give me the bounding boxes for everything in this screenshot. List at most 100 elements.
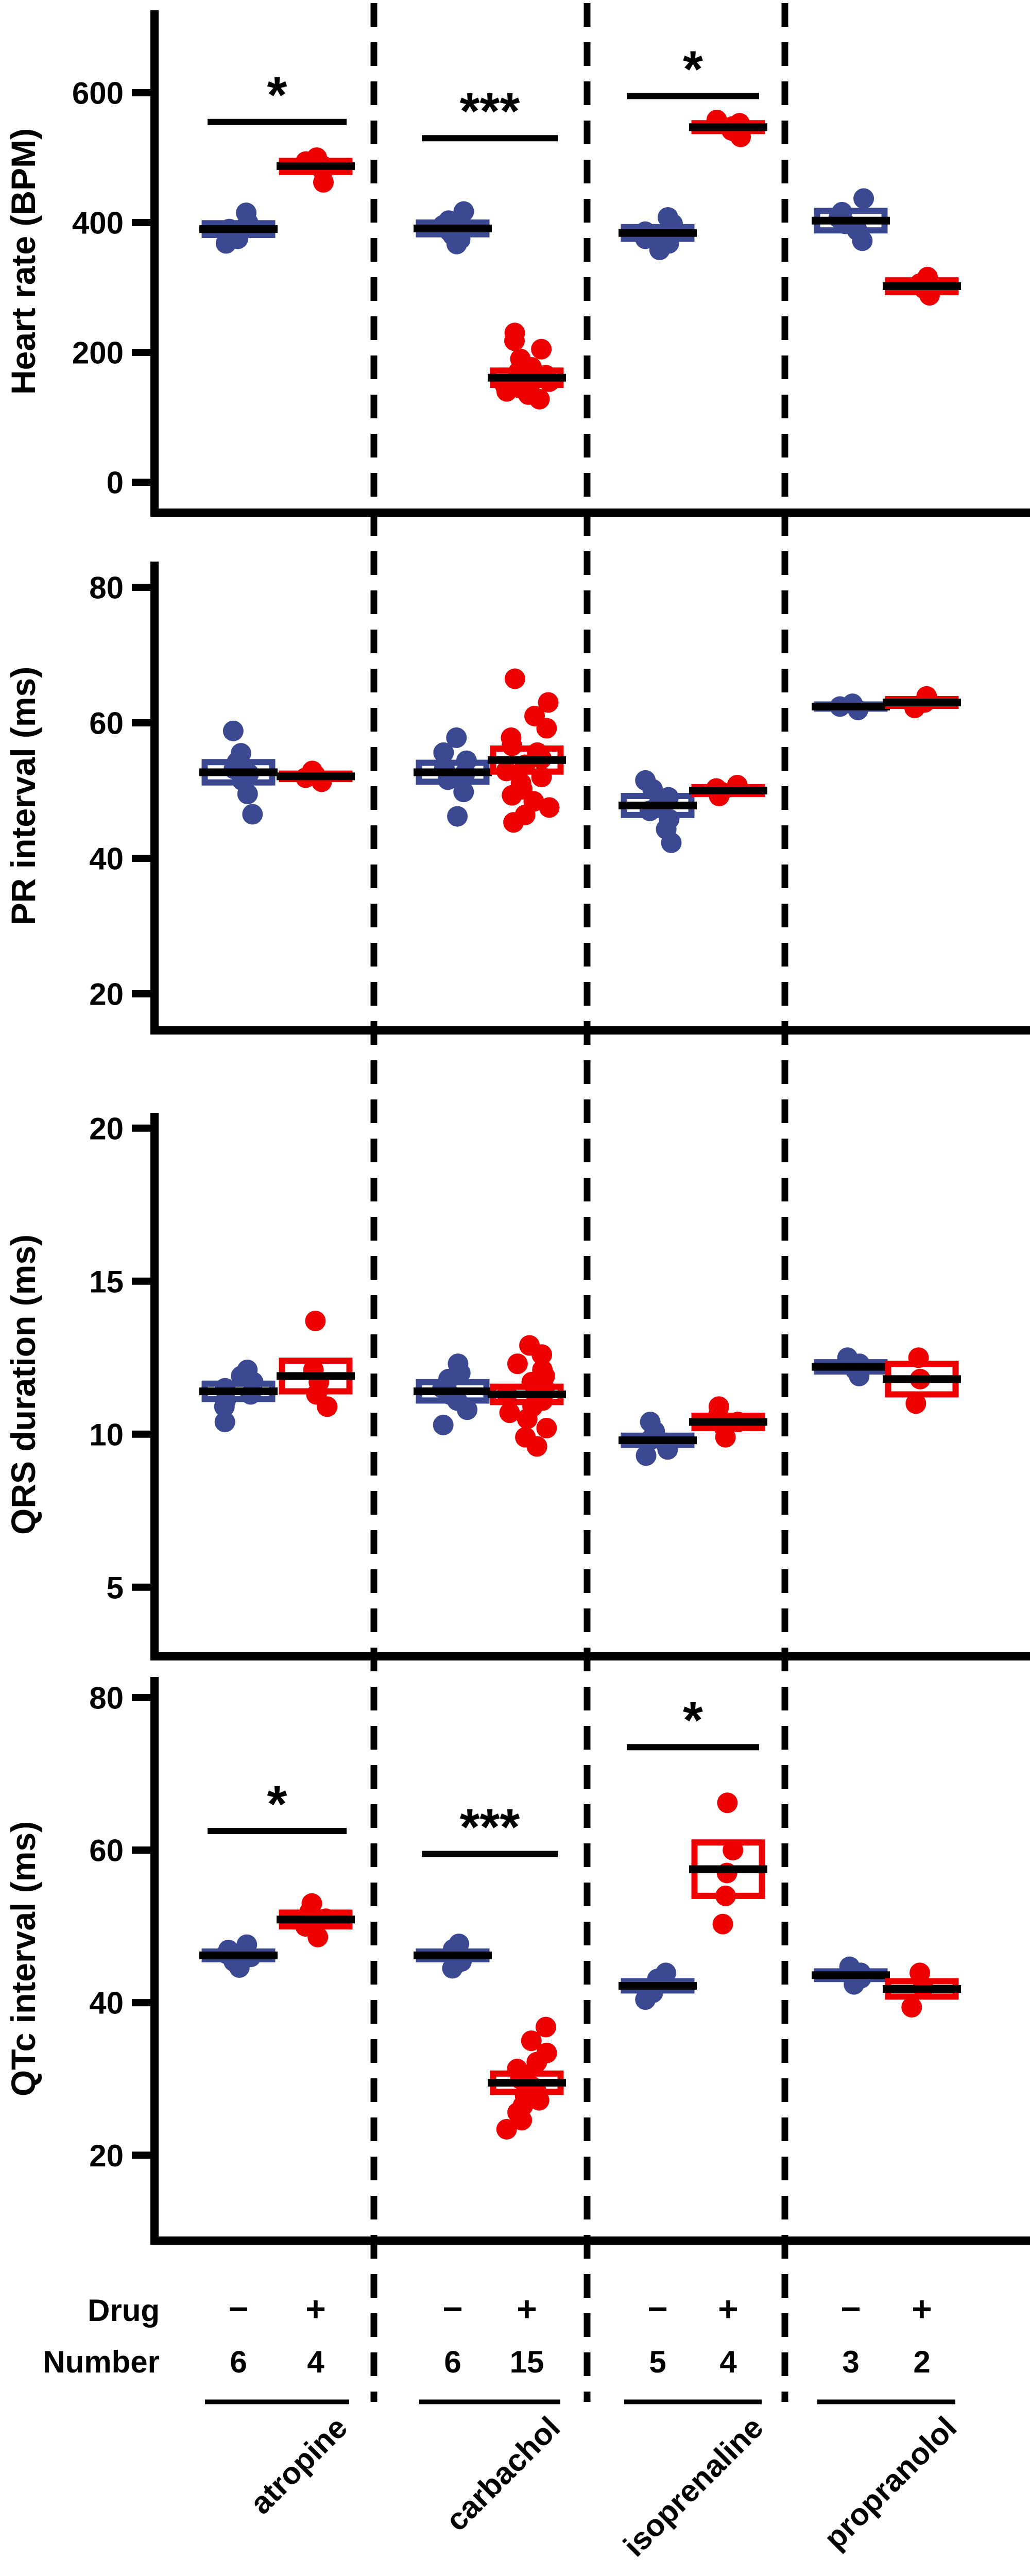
mean-line — [812, 1971, 890, 1979]
y-tick-label: 20 — [89, 1111, 124, 1146]
data-point — [635, 770, 656, 791]
mean-line — [883, 1375, 961, 1383]
data-point — [510, 773, 531, 794]
group-name-label: isoprenaline — [616, 2410, 769, 2563]
mean-line — [619, 1436, 697, 1445]
data-point — [453, 201, 474, 222]
data-point — [510, 348, 531, 369]
mean-line — [277, 162, 355, 170]
data-point — [222, 720, 244, 741]
data-point — [515, 1427, 536, 1448]
significance-asterisks: * — [683, 1691, 703, 1749]
data-point — [504, 668, 525, 689]
sample-size: 4 — [307, 2345, 324, 2379]
mean-line — [199, 768, 278, 776]
mean-line — [488, 756, 566, 764]
y-tick-label: 40 — [89, 842, 124, 876]
condition-symbol: − — [228, 2290, 249, 2329]
y-tick-label: 60 — [89, 1834, 124, 1868]
mean-line — [277, 1372, 355, 1380]
y-axis-label: Heart rate (BPM) — [4, 128, 42, 395]
mean-line — [488, 374, 566, 382]
y-tick-label: 40 — [89, 1986, 124, 2021]
data-point — [712, 1913, 733, 1935]
group-name-label: carbachol — [439, 2410, 566, 2538]
data-point — [536, 2042, 557, 2063]
condition-symbol: − — [442, 2290, 463, 2329]
data-point — [446, 727, 467, 748]
condition-symbol: − — [840, 2290, 861, 2329]
data-point — [433, 742, 454, 763]
data-point — [901, 1997, 922, 2018]
data-point — [242, 804, 263, 825]
mean-line — [277, 1916, 355, 1924]
data-point — [453, 782, 474, 803]
data-point — [909, 1962, 931, 1984]
mean-line — [277, 772, 355, 781]
y-tick-label: 60 — [89, 706, 124, 741]
y-axis-label: QRS duration (ms) — [4, 1234, 42, 1535]
data-point — [448, 1353, 469, 1375]
data-point — [658, 207, 679, 228]
data-point — [504, 323, 525, 344]
mean-line — [619, 229, 697, 237]
group-name-label: propranolol — [817, 2410, 963, 2556]
y-tick-label: 15 — [89, 1264, 124, 1299]
data-point — [905, 1393, 926, 1414]
mean-line — [689, 786, 767, 794]
mean-line — [199, 1387, 278, 1396]
data-point — [640, 1411, 661, 1432]
y-tick-label: 10 — [89, 1417, 124, 1452]
mean-line — [488, 2079, 566, 2087]
significance-asterisks: * — [267, 1775, 287, 1833]
data-point — [305, 1310, 326, 1331]
y-tick-label: 5 — [107, 1570, 124, 1605]
y-tick-label: 80 — [89, 1681, 124, 1716]
data-point — [301, 1893, 322, 1914]
data-point — [507, 1353, 528, 1375]
data-point — [519, 1335, 540, 1356]
sample-size: 6 — [230, 2345, 247, 2379]
data-point — [433, 1414, 454, 1435]
group-name-label: atropine — [243, 2410, 354, 2521]
sample-size: 5 — [649, 2345, 666, 2379]
data-point — [539, 797, 560, 818]
data-point — [236, 202, 257, 224]
data-point — [230, 743, 251, 764]
mean-line — [689, 1865, 767, 1873]
condition-symbol: − — [647, 2290, 668, 2329]
sample-size: 6 — [444, 2345, 461, 2379]
mean-line — [689, 1418, 767, 1426]
data-point — [447, 806, 468, 827]
mean-line — [414, 1387, 492, 1396]
y-tick-label: 0 — [107, 466, 124, 500]
mean-line — [812, 216, 890, 225]
significance-asterisks: * — [267, 66, 287, 124]
data-point — [237, 1359, 258, 1380]
data-point — [535, 2016, 556, 2038]
condition-symbol: + — [718, 2290, 739, 2329]
data-point — [524, 705, 545, 726]
mean-line — [883, 699, 961, 707]
data-point — [531, 338, 552, 360]
data-point — [532, 1359, 553, 1380]
mean-line — [883, 282, 961, 291]
y-tick-label: 20 — [89, 2139, 124, 2173]
condition-symbol: + — [305, 2290, 326, 2329]
y-axis-label: QTc interval (ms) — [4, 1821, 42, 2096]
data-point — [717, 1792, 738, 1814]
mean-line — [619, 801, 697, 809]
data-point — [496, 2119, 517, 2140]
data-point — [214, 1411, 235, 1432]
y-tick-label: 600 — [72, 76, 124, 111]
significance-asterisks: *** — [460, 82, 520, 140]
y-tick-label: 20 — [89, 977, 124, 1012]
sample-size: 2 — [913, 2345, 930, 2379]
data-point — [499, 1402, 520, 1423]
number-row-label: Number — [43, 2345, 160, 2379]
mean-line — [414, 224, 492, 232]
mean-line — [812, 1363, 890, 1371]
condition-symbol: + — [517, 2290, 537, 2329]
